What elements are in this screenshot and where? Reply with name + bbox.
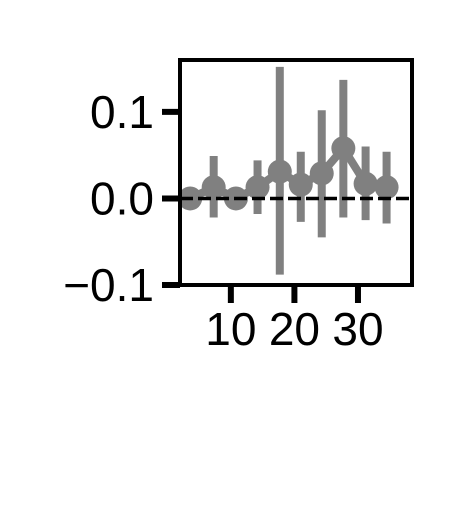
y-tick-label-1: 0.0 (90, 172, 154, 224)
series-layer (180, 66, 399, 275)
data-point-0-7 (331, 136, 356, 161)
ticks-layer: −0.1 0.0 0.1 10 20 30 (63, 86, 383, 355)
data-point-0-1 (201, 175, 226, 200)
data-point-0-8 (353, 171, 378, 196)
data-point-0-3 (245, 175, 270, 200)
y-tick-label-0: −0.1 (63, 259, 154, 311)
x-tick-label-1: 20 (269, 303, 320, 355)
series-line-0 (188, 144, 388, 203)
data-point-0-5 (288, 172, 313, 197)
y-tick-label-2: 0.1 (90, 86, 154, 138)
data-point-0-6 (309, 161, 334, 186)
x-tick-label-2: 30 (332, 303, 383, 355)
data-point-0-9 (374, 175, 399, 200)
data-point-0-4 (267, 159, 292, 184)
x-tick-label-0: 10 (205, 303, 256, 355)
